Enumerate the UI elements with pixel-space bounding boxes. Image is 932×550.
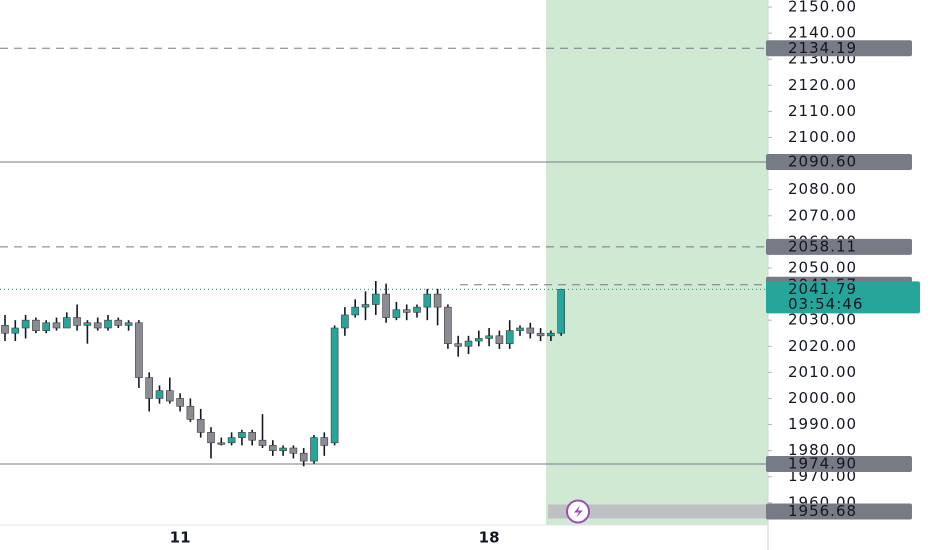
y-tick-label: 2120.00 — [788, 76, 857, 94]
candle-body — [299, 452, 308, 462]
candle-body — [32, 319, 40, 331]
candle-body — [495, 335, 504, 344]
candle-body — [124, 322, 133, 326]
candle-body — [52, 322, 61, 329]
candle-body — [196, 419, 205, 433]
candle-body — [104, 319, 112, 329]
candle-body — [279, 447, 287, 451]
candle-body — [474, 338, 483, 342]
y-tick-label: 2050.00 — [788, 258, 857, 276]
level-bar — [548, 504, 768, 519]
level-label-box — [766, 154, 912, 171]
y-tick-label: 1980.00 — [788, 441, 857, 459]
level-label-box — [766, 503, 912, 520]
y-tick-label: 2140.00 — [788, 24, 857, 42]
candle-body — [402, 309, 411, 313]
level-label: 2134.19 — [788, 39, 857, 57]
highlight-zone — [546, 0, 768, 525]
candle-body — [73, 317, 81, 326]
candle-body — [217, 442, 226, 445]
candle-body — [413, 306, 421, 313]
candle-body — [505, 330, 514, 344]
candle-body — [310, 437, 318, 462]
candle-body — [227, 437, 236, 444]
candle-body — [114, 319, 123, 326]
candle-body — [176, 398, 184, 407]
candle-body — [547, 332, 555, 337]
plot — [0, 47, 768, 524]
candle-body — [371, 293, 380, 305]
level-label-box — [766, 238, 912, 255]
level-label: 1974.90 — [788, 454, 857, 472]
x-tick-label: 18 — [479, 529, 500, 547]
countdown-label: 03:54:46 — [788, 295, 863, 313]
candle-body — [11, 327, 20, 334]
candle-body — [62, 317, 71, 329]
y-tick-label: 2030.00 — [788, 311, 857, 329]
candle-body — [155, 390, 164, 399]
candle-body — [351, 306, 360, 316]
candle-body — [444, 306, 452, 344]
level-label-box — [766, 455, 912, 472]
y-tick-label: 2150.00 — [788, 0, 857, 16]
candle-body — [83, 322, 92, 326]
candle-body — [536, 332, 545, 337]
candle-body — [21, 319, 30, 329]
price-axis: 2150.002140.002130.002120.002110.002100.… — [766, 0, 920, 520]
candle-body — [433, 293, 442, 308]
candle-body — [526, 327, 535, 334]
candle-body — [248, 432, 256, 441]
candle-body — [289, 447, 298, 454]
level-label: 1956.68 — [788, 502, 857, 520]
candle-body — [145, 377, 153, 399]
candle-body — [166, 390, 174, 402]
y-tick-label: 2020.00 — [788, 337, 857, 355]
candle-body — [341, 314, 349, 329]
candle-body — [516, 327, 524, 331]
candle-body — [392, 309, 401, 318]
y-tick-label: 2100.00 — [788, 128, 857, 146]
candle-body — [330, 327, 339, 444]
level-label-box — [766, 40, 912, 57]
y-tick-label: 1990.00 — [788, 415, 857, 433]
last-price-box — [766, 281, 920, 314]
candle-body — [361, 304, 370, 308]
y-tick-label: 2010.00 — [788, 363, 857, 381]
level-label: 2090.60 — [788, 153, 857, 171]
y-tick-label: 2000.00 — [788, 389, 857, 407]
candle-body — [464, 340, 473, 347]
y-tick-label: 2110.00 — [788, 102, 857, 120]
candle-body — [238, 432, 246, 438]
alert-bolt — [574, 505, 583, 518]
candle-body — [382, 293, 390, 318]
candle-body — [207, 432, 215, 444]
candle-body — [485, 335, 493, 339]
candle-body — [135, 322, 143, 378]
candle-body — [557, 289, 566, 334]
candle-body — [1, 325, 9, 334]
level-label: 2058.11 — [788, 237, 857, 255]
y-tick-label: 2080.00 — [788, 180, 857, 198]
x-tick-label: 11 — [170, 529, 191, 547]
candle-body — [268, 445, 277, 451]
y-tick-label: 2070.00 — [788, 206, 857, 224]
candle-body — [320, 437, 329, 446]
candle-body — [93, 322, 102, 329]
last-price-label: 2041.79 — [788, 280, 857, 298]
candle-body — [42, 322, 51, 331]
candle-body — [423, 293, 432, 308]
candle-body — [258, 439, 267, 446]
candle-body — [186, 405, 195, 420]
candle-body — [454, 343, 463, 347]
